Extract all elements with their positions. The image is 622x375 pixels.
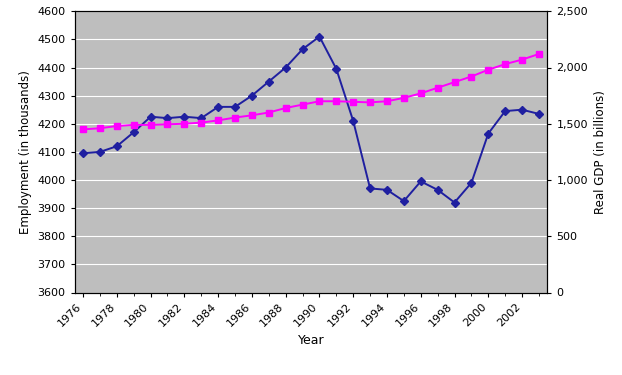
X-axis label: Year: Year bbox=[298, 334, 324, 347]
Y-axis label: Real GDP (in billions): Real GDP (in billions) bbox=[593, 90, 606, 214]
Y-axis label: Employment (in thousands): Employment (in thousands) bbox=[19, 70, 32, 234]
